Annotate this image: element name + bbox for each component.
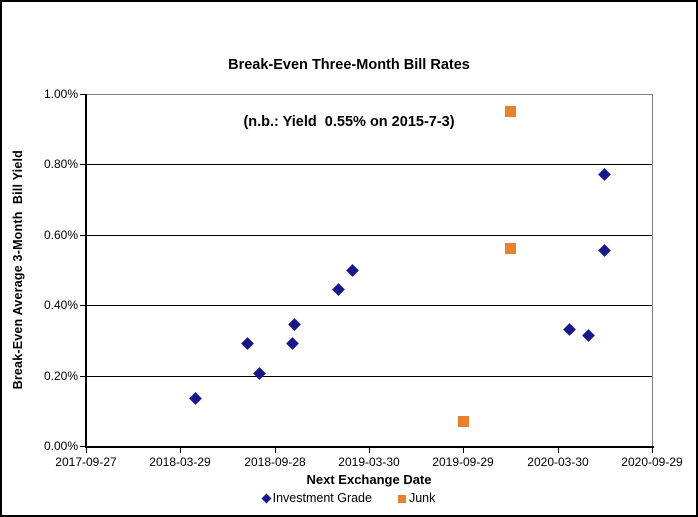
x-tick-label: 2020-09-29 [621, 455, 683, 469]
data-point-investment-grade [597, 168, 611, 182]
data-point-investment-grade [582, 328, 595, 342]
x-axis-tick [275, 448, 276, 453]
plot-border-top [86, 94, 653, 95]
y-axis-line [85, 94, 87, 448]
x-tick-label: 2019-03-30 [338, 455, 400, 469]
y-axis-tick [80, 305, 85, 306]
gridline [86, 164, 652, 165]
plot-border-right [652, 94, 653, 447]
legend-label: Investment Grade [272, 491, 372, 505]
data-point-investment-grade [189, 392, 203, 405]
legend-item-investment-grade: Investment Grade [261, 491, 372, 506]
y-tick-label: 0.00% [43, 439, 78, 453]
y-axis-tick [80, 446, 85, 447]
data-point-investment-grade [597, 244, 611, 257]
legend-label: Junk [408, 491, 436, 505]
y-tick-label: 0.20% [43, 369, 78, 383]
data-point-investment-grade [346, 263, 359, 277]
chart-title-line2: (n.b.: Yield 0.55% on 2015-7-3) [243, 114, 455, 130]
data-point-investment-grade [240, 337, 254, 351]
gridline [86, 305, 652, 306]
x-tick-label: 2017-09-27 [55, 455, 117, 469]
chart-title-line1: Break-Even Three-Month Bill Rates [228, 57, 470, 73]
data-point-investment-grade [331, 282, 345, 296]
x-axis-tick [180, 448, 181, 453]
data-point-investment-grade [288, 318, 302, 331]
x-axis-tick [86, 448, 87, 453]
legend-marker-diamond [261, 493, 272, 504]
x-tick-label: 2018-03-29 [149, 455, 211, 469]
y-axis-tick [80, 235, 85, 236]
y-tick-label: 0.60% [43, 228, 78, 242]
gridline [86, 376, 652, 377]
data-point-junk [504, 243, 516, 255]
y-tick-label: 0.40% [43, 298, 78, 312]
x-axis-tick [369, 448, 370, 453]
legend: Investment Grade Junk [2, 490, 696, 507]
y-tick-label: 1.00% [43, 87, 78, 101]
y-axis-title: Break-Even Average 3-Month Bill Yield [4, 94, 32, 446]
data-point-investment-grade [563, 323, 576, 337]
data-point-junk [457, 415, 469, 427]
x-axis-tick [558, 448, 559, 453]
x-axis-tick [463, 448, 464, 453]
chart-title: Break-Even Three-Month Bill Rates (n.b.:… [2, 18, 696, 170]
gridline [86, 235, 652, 236]
x-axis-tick [652, 448, 653, 453]
y-axis-tick [80, 376, 85, 377]
x-axis-title: Next Exchange Date [306, 472, 432, 487]
x-tick-label: 2018-09-28 [244, 455, 306, 469]
x-axis-line [85, 446, 654, 448]
y-axis-title-text: Break-Even Average 3-Month Bill Yield [11, 150, 25, 390]
y-axis-tick [80, 164, 85, 165]
y-tick-label: 0.80% [43, 157, 78, 171]
x-tick-label: 2020-03-30 [527, 455, 589, 469]
data-point-investment-grade [286, 337, 300, 351]
plot-area [85, 94, 654, 448]
y-axis-tick [80, 94, 85, 95]
legend-marker-square [397, 494, 406, 503]
data-point-investment-grade [252, 367, 266, 381]
x-tick-label: 2019-09-29 [432, 455, 494, 469]
data-point-junk [504, 106, 516, 118]
legend-item-junk: Junk [397, 491, 436, 506]
